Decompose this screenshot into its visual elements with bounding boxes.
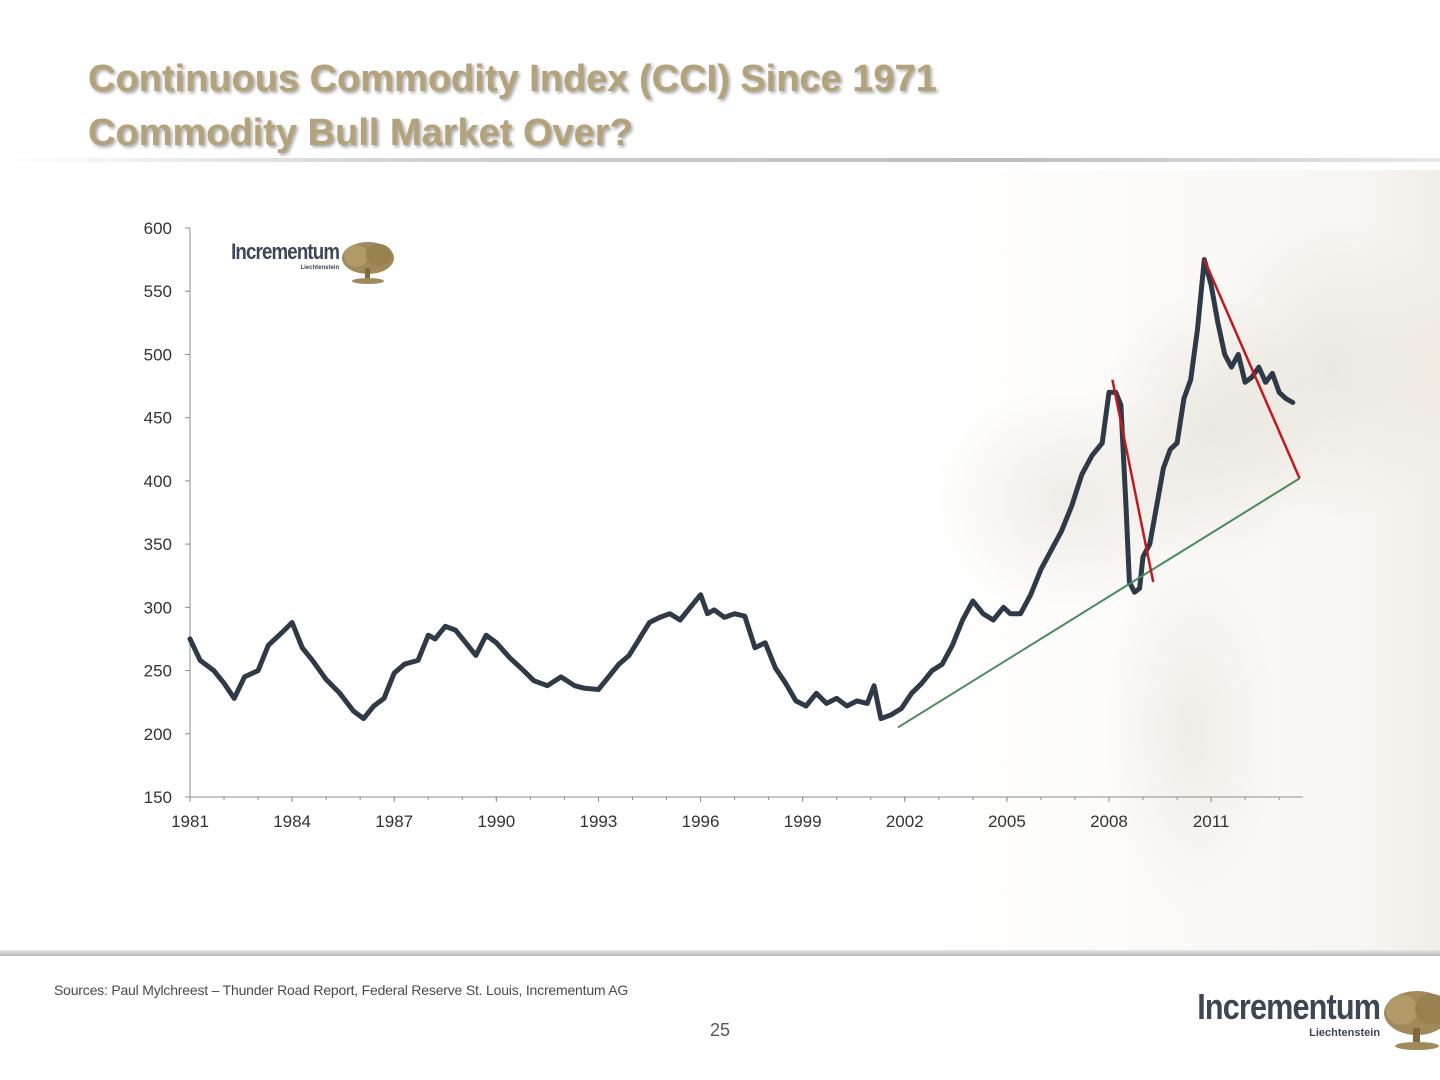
y-tick-label: 350 — [144, 535, 172, 554]
chart-logo-subtitle: Liechtenstein — [300, 265, 340, 271]
y-tick-label: 550 — [144, 282, 172, 301]
tree-watermark-background — [930, 170, 1440, 950]
x-tick-label: 1981 — [171, 812, 209, 831]
y-tick-label: 450 — [144, 409, 172, 428]
x-tick-label: 1993 — [580, 812, 618, 831]
footer-logo-brand: Incrementum — [1197, 986, 1381, 1027]
page-title: Continuous Commodity Index (CCI) Since 1… — [88, 52, 937, 160]
x-tick-label: 1999 — [784, 812, 822, 831]
resistance-trendline — [1111, 379, 1155, 583]
cci-series-line — [187, 257, 1296, 722]
x-tick-label: 1996 — [682, 812, 720, 831]
y-tick-label: 150 — [144, 788, 172, 807]
y-tick-label: 600 — [144, 219, 172, 238]
title-line-2: Commodity Bull Market Over? — [88, 112, 633, 154]
footer-divider — [0, 950, 1440, 956]
chart-logo: Incrementum Liechtenstein — [212, 240, 397, 286]
y-tick-label: 300 — [144, 598, 172, 617]
oak-tree-icon — [342, 242, 395, 284]
chart-logo-brand: Incrementum — [231, 239, 340, 264]
title-divider — [0, 158, 1440, 162]
x-tick-label: 1984 — [273, 812, 311, 831]
page-number: 25 — [709, 1020, 731, 1040]
x-tick-label: 2005 — [988, 812, 1026, 831]
y-tick-label: 200 — [144, 725, 172, 744]
footer-logo-subtitle: Liechtenstein — [1309, 1027, 1381, 1039]
x-tick-label: 1987 — [375, 812, 413, 831]
y-tick-label: 250 — [144, 662, 172, 681]
x-tick-label: 2002 — [886, 812, 924, 831]
sources-note: Sources: Paul Mylchreest – Thunder Road … — [54, 982, 629, 998]
x-tick-label: 2008 — [1090, 812, 1128, 831]
x-tick-label: 1990 — [477, 812, 515, 831]
footer-logo: Incrementum Liechtenstein — [1165, 988, 1440, 1052]
oak-tree-icon — [1384, 991, 1440, 1050]
x-tick-label: 2011 — [1193, 812, 1230, 831]
y-tick-label: 400 — [144, 472, 172, 491]
y-tick-label: 500 — [144, 345, 172, 364]
resistance-trendline — [1203, 259, 1301, 479]
support-trendline — [897, 477, 1301, 729]
title-line-1: Continuous Commodity Index (CCI) Since 1… — [88, 58, 937, 100]
